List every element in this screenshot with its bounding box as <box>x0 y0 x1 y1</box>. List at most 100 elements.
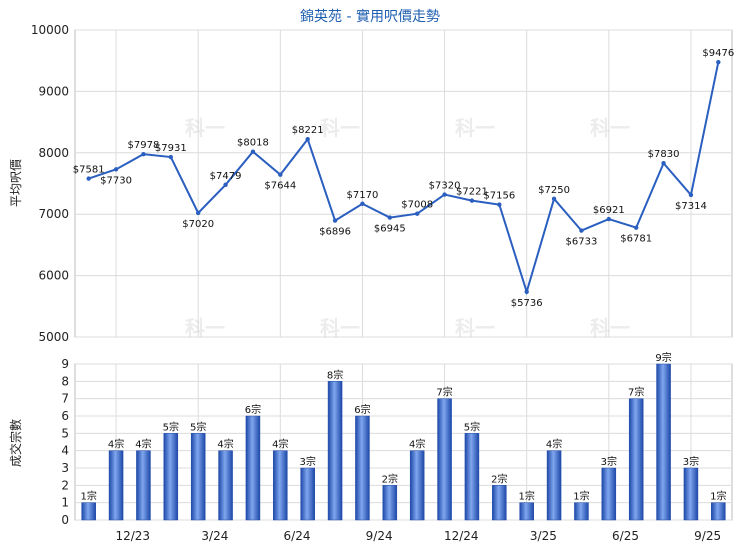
x-tick-label: 3/24 <box>201 529 228 543</box>
count-data-label: 5宗 <box>190 420 206 433</box>
count-data-label: 1宗 <box>573 490 589 503</box>
count-data-label: 4宗 <box>546 438 562 451</box>
price-point <box>332 218 338 223</box>
count-bar <box>492 485 507 521</box>
count-bar <box>190 433 206 521</box>
count-data-label: 3宗 <box>683 455 699 468</box>
bar-y-tick-label: 0 <box>61 513 69 527</box>
price-data-label: $7156 <box>483 191 515 202</box>
price-point <box>305 137 310 142</box>
count-data-label: 5宗 <box>464 420 480 433</box>
count-bar <box>546 450 562 521</box>
bar-y-tick-label: 5 <box>61 426 69 440</box>
price-data-label: $7170 <box>347 190 379 201</box>
count-bar <box>464 433 480 521</box>
chart-title: 錦英苑 - 實用呎價走勢 <box>300 8 440 25</box>
count-data-label: 3宗 <box>601 455 617 468</box>
line-y-tick-label: 8000 <box>38 146 69 160</box>
count-bar <box>519 502 534 521</box>
bar-chart-panel: 0 1 2 3 4 5 6 7 8 9 1宗 4宗 4宗 5宗 5宗 4宗 6宗 4宗 3宗 8宗 6宗 2宗 4宗 7宗 5宗… <box>61 351 733 543</box>
x-tick-label: 6/24 <box>284 529 311 543</box>
count-data-label: 7宗 <box>628 386 644 399</box>
count-data-label: 2宗 <box>491 472 507 485</box>
count-bar <box>273 450 288 521</box>
price-data-label: $7250 <box>538 185 570 196</box>
price-data-label: $5736 <box>511 298 543 309</box>
price-data-label: $7730 <box>100 175 132 186</box>
x-tick-label: 12/24 <box>444 529 479 543</box>
count-bar <box>574 502 589 521</box>
count-bar <box>601 467 617 521</box>
line-y-tick-label: 7000 <box>38 207 69 221</box>
price-point <box>524 289 529 295</box>
price-point <box>579 228 584 233</box>
x-tick-label: 9/25 <box>694 529 721 543</box>
count-bar <box>409 450 425 521</box>
price-data-label: $7020 <box>182 219 214 230</box>
count-bar <box>656 363 671 521</box>
price-point <box>688 192 694 198</box>
count-bar <box>711 502 726 521</box>
x-tick-label: 9/24 <box>366 529 393 543</box>
price-data-label: $6733 <box>566 237 598 248</box>
count-bar <box>81 502 96 521</box>
price-point <box>86 176 91 181</box>
price-point <box>223 182 228 187</box>
count-bar <box>355 415 370 521</box>
price-point <box>168 154 174 160</box>
price-data-label: $6921 <box>593 205 625 216</box>
count-data-label: 4宗 <box>272 438 288 451</box>
price-data-label: $9476 <box>702 48 734 59</box>
line-y-axis-label: 平均呎價 <box>9 159 23 207</box>
price-point <box>414 211 420 216</box>
bar-y-tick-label: 1 <box>61 496 69 510</box>
count-bar <box>327 381 343 521</box>
price-data-label: $7644 <box>264 181 296 192</box>
count-data-label: 6宗 <box>245 403 261 416</box>
x-tick-label: 12/23 <box>115 529 150 543</box>
count-data-label: 1宗 <box>519 490 535 503</box>
x-tick-label: 3/25 <box>530 529 557 543</box>
watermark-text: 科一 <box>455 316 495 340</box>
price-data-label: $6781 <box>620 234 652 245</box>
count-bar <box>628 398 644 521</box>
price-point <box>113 167 119 172</box>
bar-y-tick-label: 8 <box>61 374 69 388</box>
count-bar <box>300 467 315 521</box>
count-data-label: 4宗 <box>217 438 233 451</box>
bar-y-axis-label: 成交宗數 <box>8 419 23 467</box>
price-point <box>469 198 475 203</box>
count-bar <box>218 450 233 521</box>
watermark-text: 科一 <box>590 116 630 140</box>
count-data-label: 4宗 <box>108 438 124 451</box>
price-data-label: $8221 <box>292 125 324 136</box>
price-data-label: $7008 <box>401 200 433 211</box>
x-tick-label: 6/25 <box>612 529 639 543</box>
line-plot-area <box>74 29 733 338</box>
price-point <box>278 172 283 177</box>
bar-y-tick-label: 4 <box>61 444 69 458</box>
watermark-text: 科一 <box>320 316 360 340</box>
count-data-label: 1宗 <box>81 490 97 503</box>
count-bar <box>136 450 151 521</box>
count-data-label: 1宗 <box>710 490 726 503</box>
watermark-text: 科一 <box>185 316 225 340</box>
price-data-label: $7931 <box>155 143 187 154</box>
price-point <box>360 201 365 206</box>
watermark-text: 科一 <box>590 316 630 340</box>
count-bar <box>382 485 398 521</box>
count-data-label: 5宗 <box>163 420 179 433</box>
line-y-tick-label: 6000 <box>38 269 69 283</box>
bar-y-tick-label: 7 <box>61 392 69 406</box>
watermark-text: 科一 <box>320 116 360 140</box>
line-chart-panel: 5000600070008000900010000科一 科一 科一 科一科一 科一 科一科… <box>31 23 734 344</box>
bar-y-tick-label: 3 <box>61 461 69 475</box>
price-point <box>250 149 256 154</box>
line-y-tick-label: 9000 <box>38 84 69 98</box>
price-data-label: $7314 <box>675 201 707 212</box>
count-bar <box>108 450 124 521</box>
count-data-label: 2宗 <box>382 472 398 485</box>
count-bar <box>163 433 179 521</box>
price-data-label: $7581 <box>73 165 105 176</box>
count-bar <box>245 415 261 521</box>
